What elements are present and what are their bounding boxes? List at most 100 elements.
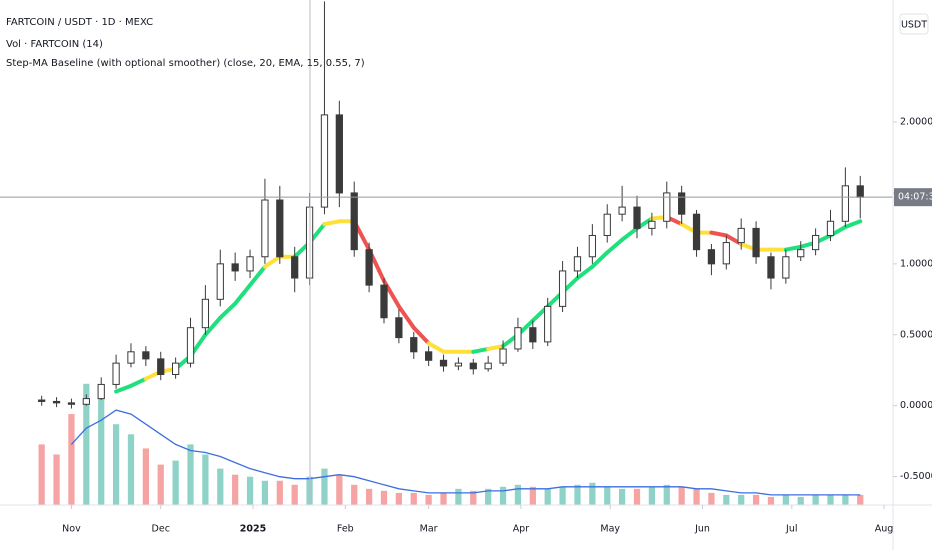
volume-bar [336, 474, 343, 505]
candle-body [127, 351, 135, 364]
volume-legend: Vol · FARTCOIN (14) [6, 39, 103, 50]
baseline-segment [709, 230, 729, 238]
baseline-segment [114, 383, 133, 394]
volume-bar [455, 488, 462, 505]
candle-body [231, 263, 239, 272]
volume-bar [618, 488, 626, 505]
x-tick-label: Dec [152, 524, 170, 535]
currency-label: USDT [901, 20, 927, 31]
volume-bar [410, 492, 417, 505]
volume-bar [767, 496, 775, 505]
volume-bar [782, 494, 789, 505]
baseline-segment [262, 254, 282, 269]
baseline-segment [396, 304, 416, 330]
volume-bar [232, 474, 239, 505]
candle-body [544, 305, 552, 343]
candle-body [216, 263, 224, 300]
x-tick-label: May [600, 524, 620, 535]
volume-bar [351, 484, 358, 505]
volume-bar [217, 468, 224, 505]
baseline-segment [322, 219, 342, 227]
candle-body [767, 256, 775, 279]
candle-body [82, 398, 90, 405]
baseline-segment [411, 325, 431, 346]
candle-body [633, 206, 641, 229]
volume-bar [693, 488, 700, 505]
candle-body [484, 362, 492, 370]
plot-area [0, 1, 893, 505]
candle-body [841, 185, 849, 222]
candle-body [618, 206, 626, 215]
volume-bar [648, 486, 656, 505]
candle-body [157, 358, 165, 375]
volume-bar [559, 486, 566, 505]
volume-bar [797, 496, 804, 505]
volume-bar [321, 468, 328, 505]
baseline-segment [486, 344, 506, 351]
x-tick-label: Apr [513, 524, 530, 535]
volume-bar [142, 448, 149, 505]
baseline-segment [590, 250, 610, 269]
candle-body [246, 256, 254, 272]
volume-bar [395, 492, 402, 505]
baseline-segment [620, 226, 640, 242]
volume-bar [708, 492, 715, 505]
volume-bar [529, 486, 536, 505]
volume-bar [246, 476, 254, 505]
x-tick-label: Mar [420, 524, 438, 535]
candle-body [469, 362, 477, 370]
volume-bar [83, 383, 90, 505]
candle-body [320, 114, 329, 208]
volume-bar [827, 494, 834, 505]
baseline-legend: Step-MA Baseline (with optional smoother… [6, 58, 365, 69]
candle-body [737, 227, 745, 244]
volume-bar [842, 494, 849, 505]
volume-bar [172, 460, 179, 505]
candle-body [678, 192, 686, 215]
candle-body [261, 199, 269, 258]
volume-bar [38, 444, 45, 505]
volume-bar [157, 464, 164, 505]
candle-body [782, 256, 790, 279]
volume-bar [514, 484, 522, 505]
candle-body [171, 362, 180, 375]
currency-button[interactable] [899, 13, 929, 35]
volume-ma-line [70, 409, 861, 496]
candle-body [811, 234, 820, 251]
volume-bar [68, 414, 75, 505]
volume-bar [187, 444, 194, 505]
x-tick-label: Jul [785, 524, 797, 535]
candle-body [112, 362, 120, 385]
candle-body [439, 359, 448, 367]
x-tick-label: Feb [337, 524, 354, 535]
candle-body [38, 399, 46, 402]
volume-bar [723, 494, 730, 505]
candle-body [558, 270, 567, 307]
last-price-tag [894, 188, 932, 207]
volume-bar [499, 486, 507, 505]
candle-body [142, 351, 150, 360]
volume-bar [752, 494, 760, 505]
volume-bar [663, 484, 670, 505]
volume-bar [425, 494, 432, 505]
volume-bar [738, 494, 745, 505]
candle-body [291, 256, 299, 279]
x-tick-label: 2025 [240, 524, 266, 535]
candle-body [826, 220, 835, 236]
volume-bar [574, 484, 581, 505]
volume-bar [380, 490, 388, 505]
baseline-segment [575, 264, 595, 281]
candle-body [529, 327, 537, 343]
candle-body [603, 213, 611, 236]
candle-body [454, 362, 463, 367]
candle-body [67, 402, 76, 405]
baseline-segment [471, 346, 491, 354]
volume-bar [276, 480, 283, 505]
candle-body [201, 298, 210, 329]
candle-body [588, 234, 596, 258]
